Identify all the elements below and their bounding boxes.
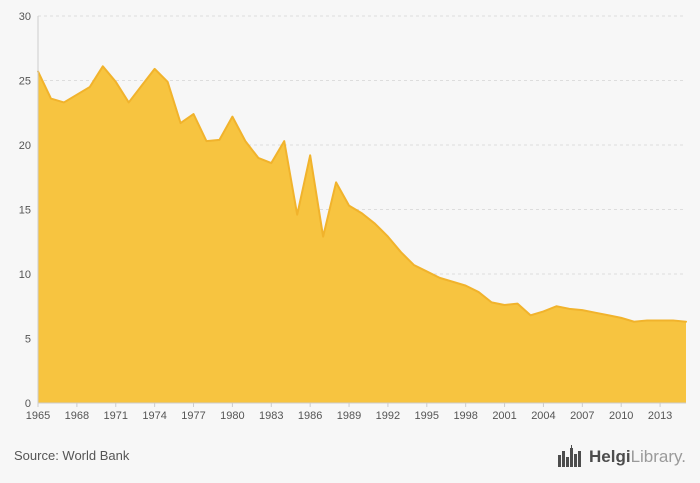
svg-text:30: 30 [19, 11, 31, 23]
svg-text:1998: 1998 [453, 410, 477, 422]
svg-text:2013: 2013 [648, 410, 672, 422]
svg-text:2004: 2004 [531, 410, 555, 422]
svg-text:1983: 1983 [259, 410, 283, 422]
logo-text-secondary: Library. [630, 447, 686, 466]
chart-container: 0 5 10 15 20 25 30 1965 1968 1971 1974 1977 1980 1983… [19, 11, 687, 422]
logo-text: HelgiLibrary. [589, 448, 686, 467]
svg-text:1989: 1989 [337, 410, 361, 422]
svg-text:1971: 1971 [104, 410, 128, 422]
svg-text:2010: 2010 [609, 410, 633, 422]
svg-text:5: 5 [25, 334, 31, 346]
svg-text:1995: 1995 [415, 410, 439, 422]
svg-text:1977: 1977 [181, 410, 205, 422]
svg-text:1974: 1974 [142, 410, 166, 422]
svg-text:20: 20 [19, 140, 31, 152]
svg-text:10: 10 [19, 269, 31, 281]
svg-text:1980: 1980 [220, 410, 244, 422]
svg-text:1992: 1992 [376, 410, 400, 422]
area-chart: 0 5 10 15 20 25 30 1965 1968 1971 1974 1977 1980 1983… [19, 11, 687, 422]
svg-text:15: 15 [19, 205, 31, 217]
svg-text:2001: 2001 [492, 410, 516, 422]
svg-text:25: 25 [19, 76, 31, 88]
svg-text:1968: 1968 [65, 410, 89, 422]
helgilibrary-skyline-icon [558, 445, 581, 467]
svg-text:2007: 2007 [570, 410, 594, 422]
svg-text:0: 0 [25, 398, 31, 410]
helgilibrary-logo: HelgiLibrary. [557, 445, 686, 467]
source-label: Source: World Bank [14, 448, 130, 463]
logo-text-primary: Helgi [589, 447, 631, 466]
svg-text:1965: 1965 [26, 410, 50, 422]
svg-text:1986: 1986 [298, 410, 322, 422]
chart-footer: Source: World Bank HelgiLibrary. [0, 433, 700, 473]
